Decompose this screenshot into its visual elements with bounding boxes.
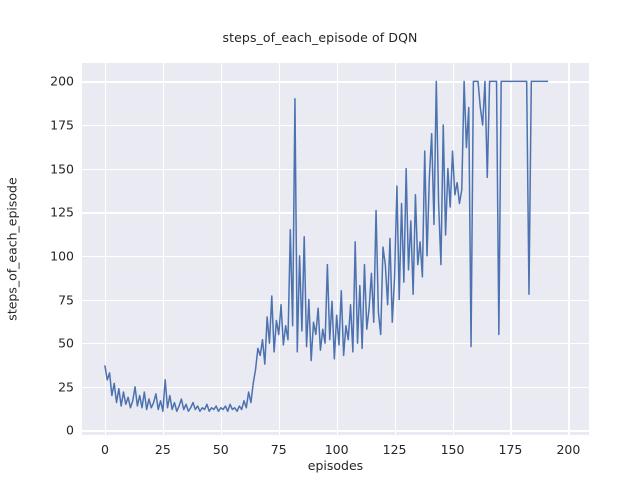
x-tick-label: 175 <box>498 442 523 457</box>
gridline-horizontal <box>82 386 589 389</box>
y-tick-label: 125 <box>50 204 74 220</box>
gridline-vertical <box>220 63 223 435</box>
x-axis-label: episodes <box>307 458 364 473</box>
x-tick-label: 0 <box>100 442 109 457</box>
x-tick-label: 50 <box>212 442 229 457</box>
y-tick-label: 50 <box>58 335 74 351</box>
y-tick-label: 0 <box>66 422 74 438</box>
y-tick-label: 150 <box>50 161 74 177</box>
x-tick-label: 150 <box>440 442 465 457</box>
gridline-vertical <box>278 63 281 435</box>
gridline-vertical <box>336 63 338 435</box>
series-polyline <box>104 80 549 413</box>
chart-title: steps_of_each_episode of DQN <box>222 30 418 45</box>
gridline-vertical <box>568 63 570 435</box>
y-tick-label: 75 <box>58 292 74 308</box>
y-tick-label: 100 <box>50 248 74 264</box>
y-tick-label: 200 <box>50 73 74 89</box>
x-tick-label: 200 <box>556 442 581 457</box>
gridline-horizontal <box>82 124 589 127</box>
x-tick-label: 75 <box>270 442 287 457</box>
gridline-horizontal <box>82 430 589 432</box>
x-tick-label: 125 <box>382 442 407 457</box>
gridline-vertical <box>162 63 165 435</box>
x-tick-label: 100 <box>324 442 349 457</box>
y-tick-label: 25 <box>58 379 74 395</box>
gridline-vertical <box>104 63 107 435</box>
plot-area <box>82 63 589 435</box>
gridline-vertical <box>452 63 454 435</box>
gridline-horizontal <box>82 168 589 170</box>
data-series-line <box>104 80 549 413</box>
x-tick-label: 25 <box>154 442 171 457</box>
gridline-horizontal <box>82 299 589 301</box>
gridline-vertical <box>510 63 512 435</box>
gridline-horizontal <box>82 212 589 214</box>
y-tick-label: 175 <box>50 117 74 133</box>
gridline-horizontal <box>82 81 589 83</box>
gridline-horizontal <box>82 255 589 258</box>
